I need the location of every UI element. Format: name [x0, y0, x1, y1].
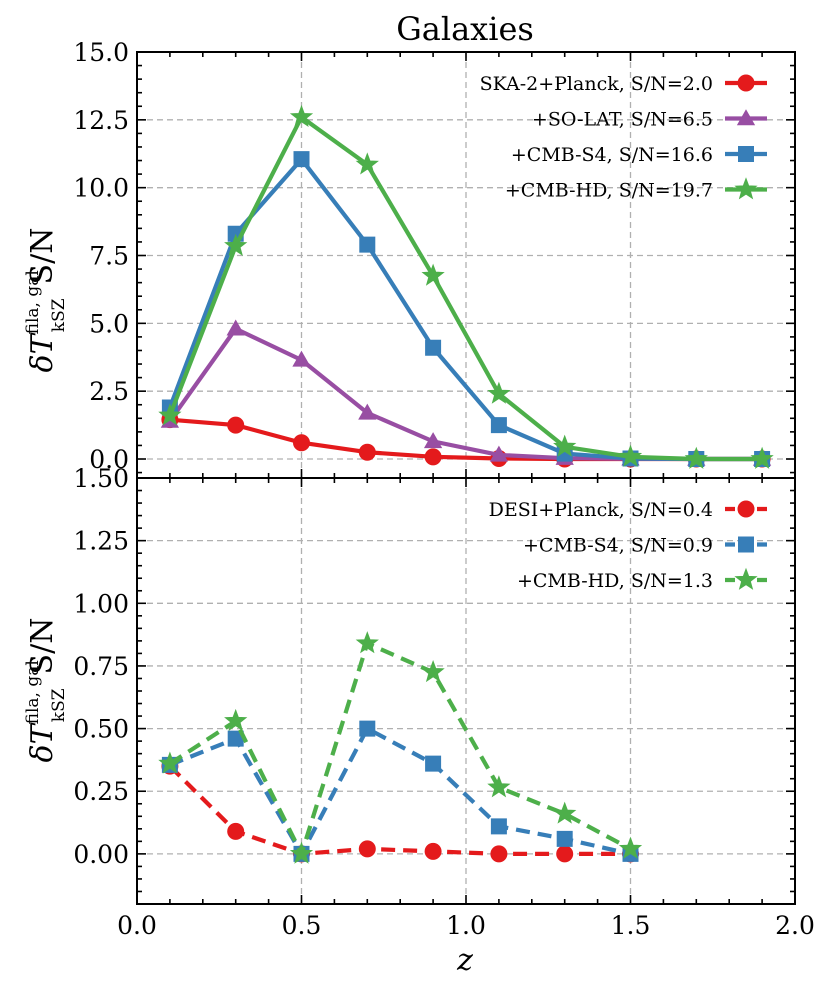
data-point — [227, 416, 245, 434]
y-label-main: δT — [25, 722, 60, 762]
x-tick-label: 0.0 — [117, 911, 157, 940]
data-point — [490, 818, 507, 835]
data-point — [553, 434, 577, 457]
data-point — [490, 417, 507, 434]
legend: SKA-2+Planck, S/N=2.0 +SO-LAT, S/N=6.5 +CM… — [480, 73, 767, 202]
x-tick-label: 2.0 — [775, 911, 815, 940]
data-point — [487, 775, 511, 798]
y-label-main: δT — [25, 332, 60, 372]
data-point — [424, 448, 442, 466]
data-point — [358, 403, 377, 420]
y-tick-label: 0.50 — [73, 715, 129, 744]
data-point — [292, 350, 311, 367]
y-label-sub: kSZ — [49, 688, 69, 722]
data-point — [425, 755, 442, 772]
bottom-panel: 0.00 0.25 0.50 0.75 1.00 1.25 1.50 0.0 0.5 1.0 1.5… — [73, 464, 815, 940]
data-point — [359, 720, 376, 737]
legend-label: +CMB-HD, S/N=19.7 — [505, 180, 713, 202]
legend-label: +CMB-HD, S/N=1.3 — [517, 570, 713, 592]
y-tick-label: 1.00 — [73, 589, 129, 618]
y-tick-label: 1.50 — [73, 464, 129, 493]
y-label-suffix: S/N — [25, 228, 60, 285]
data-point — [227, 822, 245, 840]
data-point — [355, 631, 379, 654]
x-tick-label: 1.0 — [446, 911, 486, 940]
legend-label: +SO-LAT, S/N=6.5 — [532, 109, 713, 131]
y-label-sup: fila, gal — [23, 660, 43, 724]
legend-marker — [737, 74, 755, 92]
y-tick-label: 7.5 — [89, 242, 129, 271]
data-point — [358, 840, 376, 858]
data-point — [618, 444, 643, 467]
y-axis-label-bottom: δTfila, gal kSZ S/N — [23, 618, 69, 763]
y-tick-label: 10.0 — [73, 174, 129, 203]
data-point — [421, 659, 445, 683]
data-point — [158, 751, 182, 774]
x-tick-label: 1.5 — [611, 911, 651, 940]
legend-marker — [736, 109, 756, 126]
data-point — [224, 708, 248, 731]
data-point — [421, 263, 445, 286]
data-point — [226, 319, 245, 336]
data-point — [489, 445, 509, 462]
data-point — [289, 841, 314, 864]
y-tick-label: 0.00 — [73, 840, 129, 869]
data-point — [556, 830, 573, 847]
data-point — [289, 104, 314, 128]
data-point — [490, 845, 508, 863]
series-line — [167, 115, 763, 462]
data-point — [618, 836, 643, 859]
legend-marker — [734, 177, 758, 200]
legend-label: DESI+Planck, S/N=0.4 — [489, 499, 713, 521]
y-tick-label: 2.5 — [89, 377, 129, 406]
data-point — [158, 403, 182, 426]
legend-label: SKA-2+Planck, S/N=2.0 — [480, 73, 713, 95]
data-point — [424, 842, 442, 860]
y-axis-label-top: δTfila, gal kSZ S/N — [23, 228, 69, 373]
x-axis-label: z — [456, 943, 473, 978]
y-tick-label: 12.5 — [73, 106, 129, 135]
data-point — [750, 446, 774, 469]
y-tick-label: 5.0 — [89, 309, 129, 338]
y-tick-label: 15.0 — [73, 38, 129, 67]
y-tick-label: 1.25 — [73, 527, 129, 556]
data-point — [293, 151, 310, 168]
legend-label: +CMB-S4, S/N=16.6 — [511, 144, 713, 166]
data-point — [359, 236, 376, 253]
x-tick-label: 0.5 — [282, 911, 322, 940]
y-label-suffix: S/N — [25, 618, 60, 675]
data-point — [293, 434, 310, 452]
legend-marker — [737, 500, 755, 518]
legend-marker — [738, 536, 754, 553]
series-line — [169, 726, 631, 856]
top-panel: 0.0 2.5 5.0 7.5 10.0 12.5 15.0 SKA-2+Planck, S/… — [73, 38, 796, 479]
data-point — [358, 443, 376, 461]
legend-marker — [738, 146, 754, 162]
y-tick-label: 0.75 — [73, 652, 129, 681]
legend-marker — [734, 567, 758, 590]
legend: DESI+Planck, S/N=0.4 +CMB-S4, S/N=0.9 +CMB… — [489, 499, 767, 592]
data-point — [487, 381, 511, 404]
data-point — [227, 730, 244, 747]
data-point — [553, 801, 577, 824]
data-point — [423, 432, 443, 449]
y-tick-label: 0.0 — [89, 445, 129, 474]
y-label-sub: kSZ — [49, 298, 69, 332]
data-point — [224, 233, 248, 256]
data-point — [556, 845, 574, 863]
series-line — [168, 641, 632, 856]
legend-label: +CMB-S4, S/N=0.9 — [523, 535, 713, 557]
chart-title: Galaxies — [396, 10, 534, 48]
data-point — [425, 339, 442, 356]
data-point — [684, 446, 708, 469]
y-tick-label: 0.25 — [73, 777, 129, 806]
y-label-sup: fila, gal — [23, 270, 43, 334]
data-point — [355, 152, 379, 175]
